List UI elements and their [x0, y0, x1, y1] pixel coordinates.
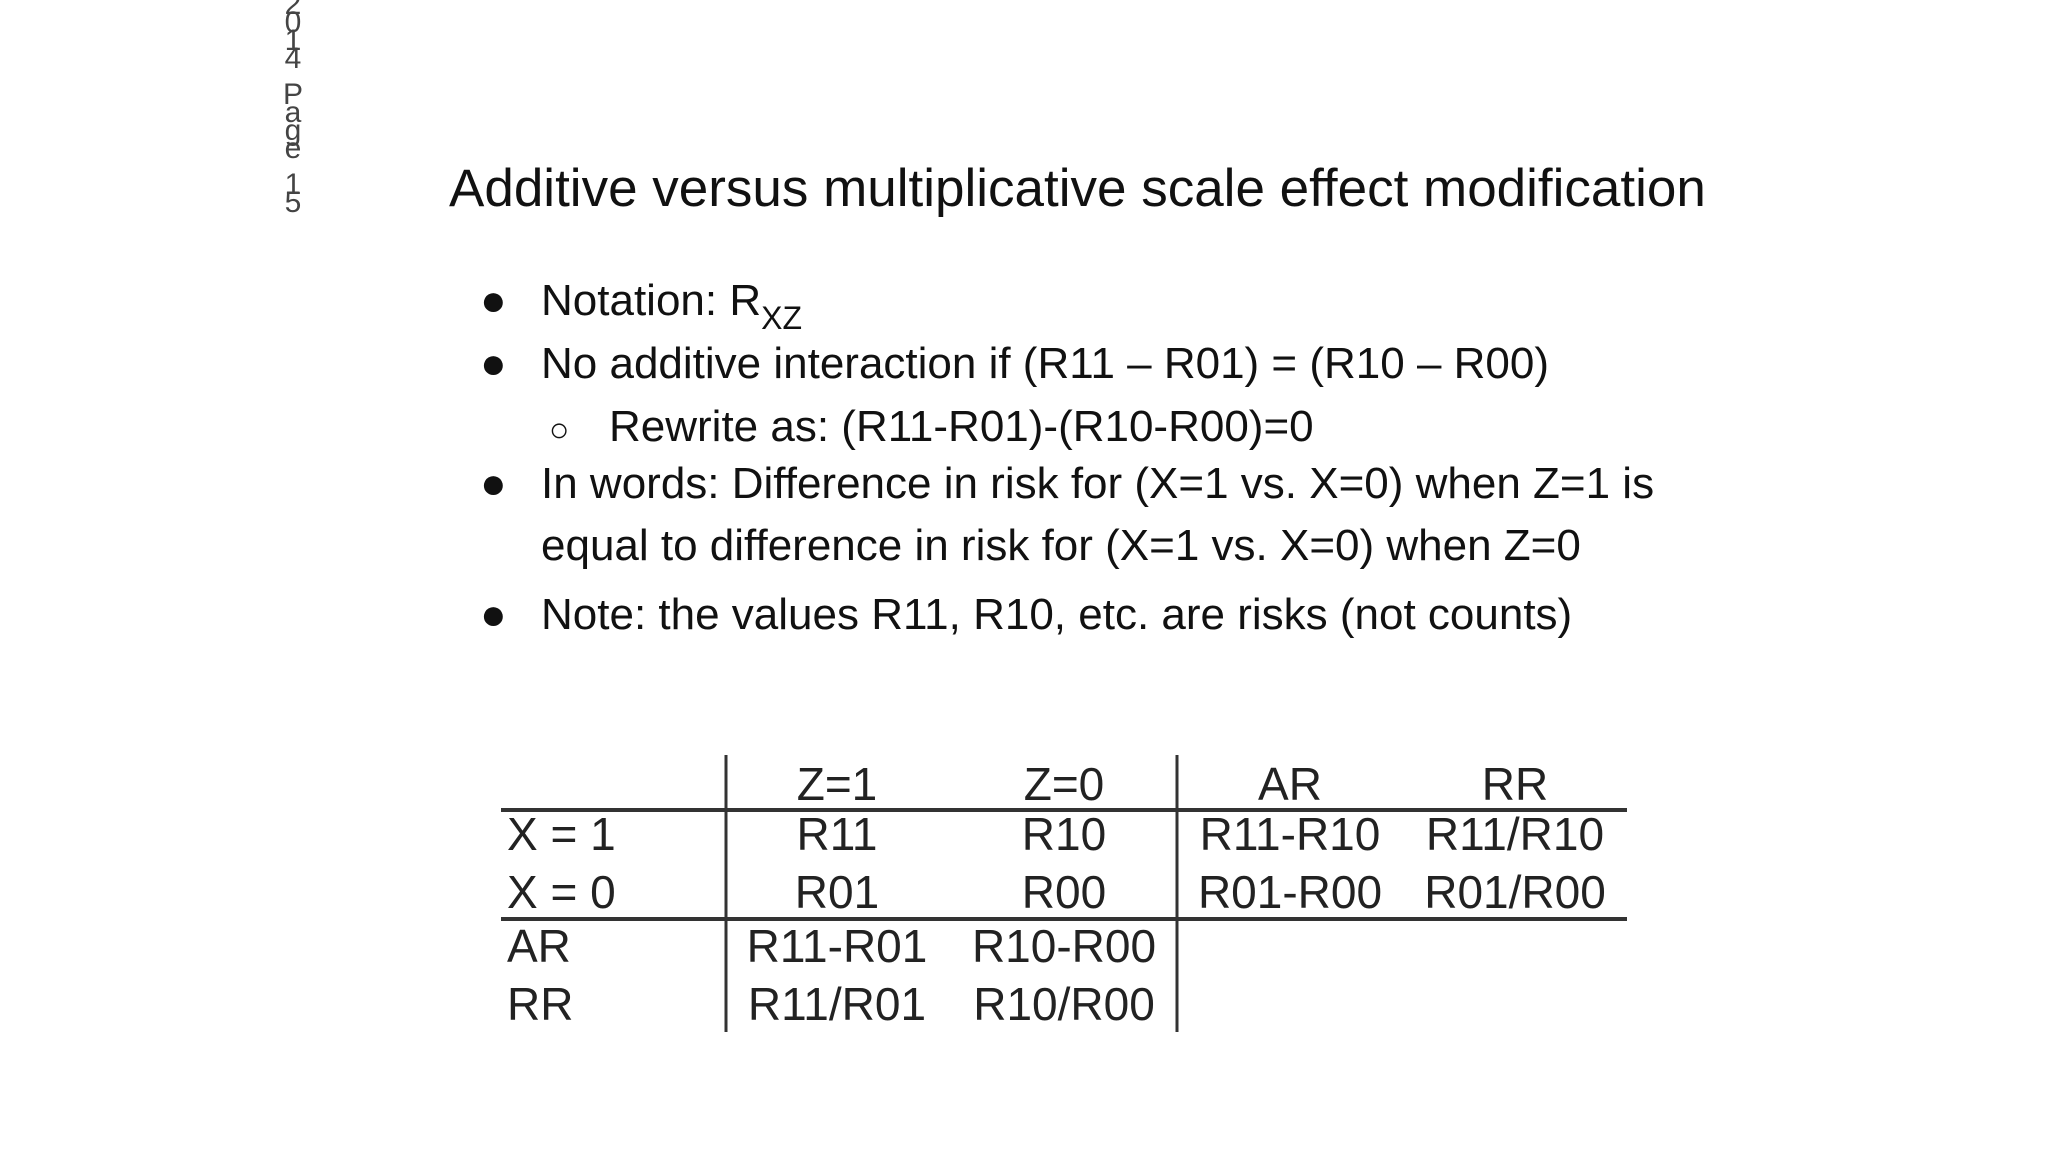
bullet-dot: ●: [480, 339, 507, 388]
bullet-text: Notation: RXZ: [541, 276, 802, 336]
table-cell: R10: [1022, 808, 1106, 860]
subscript: XZ: [761, 300, 802, 336]
sub-bullet-dot: ○: [549, 411, 570, 449]
table-cell: RR: [1482, 758, 1548, 810]
bullet-dot: ●: [480, 276, 507, 325]
table-cell: R11-R01: [747, 920, 928, 972]
table-cell: R00: [1022, 866, 1106, 918]
table-cell: R01: [795, 866, 879, 918]
table-cell: Z=1: [797, 758, 878, 810]
table-cell: X = 0: [507, 866, 616, 918]
bullet-dot: ●: [480, 459, 507, 508]
bullet-text: No additive interaction if (R11 – R01) =…: [541, 339, 1549, 388]
sub-bullet-text: Rewrite as: (R11-R01)-(R10-R00)=0: [609, 402, 1314, 451]
table-cell: AR: [507, 920, 571, 972]
table-cell: AR: [1258, 758, 1322, 810]
table-cell: R10-R00: [972, 920, 1156, 972]
table-cell: Z=0: [1024, 758, 1105, 810]
table-cell: R11: [797, 808, 878, 860]
bullet-text: equal to difference in risk for (X=1 vs.…: [541, 521, 1581, 570]
slide-title: Additive versus multiplicative scale eff…: [449, 159, 1706, 218]
table-cell: X = 1: [507, 808, 616, 860]
bullet-text: In words: Difference in risk for (X=1 vs…: [541, 459, 1654, 508]
table-cell: R11-R10: [1200, 808, 1381, 860]
table-cell: R11/R01: [748, 978, 926, 1030]
table-cell: R01/R00: [1424, 866, 1606, 918]
table-cell: R01-R00: [1198, 866, 1382, 918]
table-cell: R10/R00: [973, 978, 1155, 1030]
bullet-text: Notation: R: [541, 276, 761, 325]
table-cell: RR: [507, 978, 573, 1030]
table: Z=1 Z=0 AR RR X = 1 R11 R10 R11-R10 R11/R10 X = 0…: [501, 755, 1627, 1032]
table-cell: R11/R10: [1426, 808, 1604, 860]
bullet-dot: ●: [480, 590, 507, 639]
bullet-text: Note: the values R11, R10, etc. are risk…: [541, 590, 1572, 639]
